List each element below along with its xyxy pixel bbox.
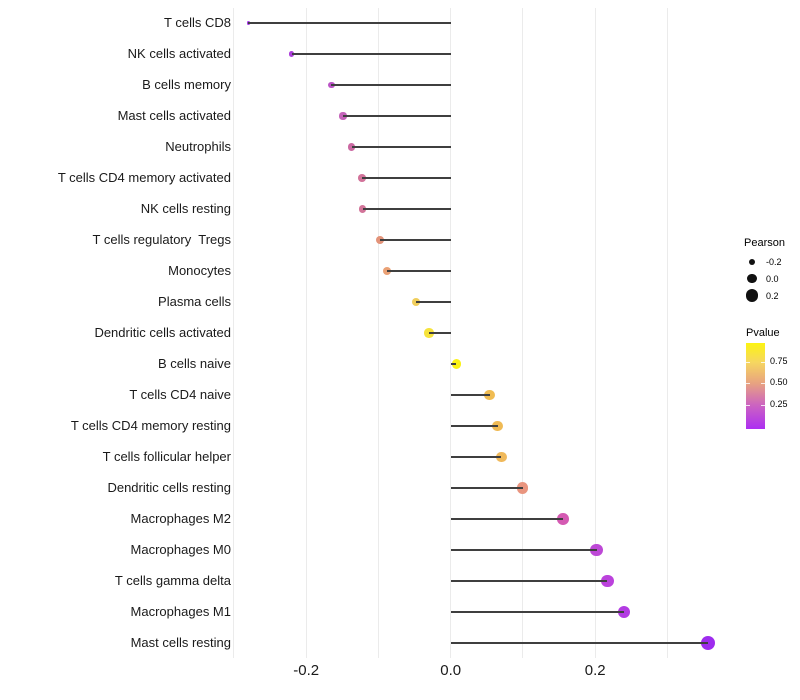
gradient-tick: [761, 404, 765, 406]
row-label: T cells gamma delta: [114, 573, 231, 588]
lollipop-segment: [387, 270, 451, 272]
size-legend-dot-cell: [744, 273, 760, 284]
row-label: Plasma cells: [158, 294, 231, 309]
size-legend-title: Pearson: [744, 237, 785, 249]
row-label: NK cells resting: [140, 201, 231, 216]
gradient-tick: [746, 404, 750, 406]
x-tick-label: 0.2: [584, 662, 606, 679]
size-legend-label: 0.0: [766, 273, 779, 284]
size-legend-entry: -0.2: [744, 253, 785, 270]
row-label: Mast cells activated: [117, 108, 231, 123]
x-gridline: [666, 8, 668, 658]
lollipop-dot: [492, 420, 503, 432]
pvalue-gradient-bar: [746, 343, 765, 429]
lollipop-dot: [411, 297, 421, 307]
gradient-label: 0.25: [770, 399, 788, 410]
size-legend-dot: [747, 273, 757, 284]
lollipop-segment: [450, 456, 502, 458]
row-label: T cells CD8: [164, 15, 231, 30]
row-label: B cells naive: [158, 356, 231, 371]
lollipop-dot: [590, 543, 603, 557]
row-label: Neutrophils: [165, 139, 231, 154]
gradient-tick: [746, 382, 750, 384]
size-legend-label: 0.2: [766, 290, 779, 301]
row-label: Mast cells resting: [130, 635, 231, 650]
row-label: Dendritic cells activated: [94, 325, 231, 340]
size-legend-entry: 0.0: [744, 270, 785, 287]
size-legend-dot: [745, 289, 759, 302]
lollipop-segment: [361, 177, 451, 179]
x-gridline: [522, 8, 524, 658]
lollipop-segment: [343, 115, 451, 117]
row-label: Macrophages M1: [130, 604, 231, 619]
color-legend-title: Pvalue: [746, 327, 780, 339]
lollipop-dot: [339, 112, 347, 120]
size-legend-entry: 0.2: [744, 287, 785, 304]
lollipop-dot: [451, 359, 462, 369]
gradient-label: 0.50: [770, 377, 788, 388]
x-tick-label: 0.0: [440, 662, 462, 679]
pvalue-gradient-wrap: 0.75 0.50 0.25: [746, 343, 788, 429]
lollipop-segment: [450, 394, 490, 396]
lollipop-segment: [450, 363, 457, 365]
lollipop-dot: [495, 451, 507, 463]
row-label: T cells follicular helper: [102, 449, 231, 464]
lollipop-segment: [450, 549, 597, 551]
row-label: Dendritic cells resting: [107, 480, 231, 495]
x-gridline: [594, 8, 596, 658]
x-gridline: [450, 8, 452, 658]
lollipop-dot: [556, 513, 569, 525]
lollipop-segment: [450, 487, 523, 489]
x-gridline: [233, 8, 235, 658]
size-legend-dot: [749, 258, 755, 265]
pearson-size-legend: Pearson -0.2 0.0 0.2: [744, 236, 785, 304]
lollipop-dot: [601, 574, 614, 588]
row-label: NK cells activated: [127, 46, 231, 61]
row-label: Macrophages M2: [130, 511, 231, 526]
lollipop-dot: [358, 205, 367, 213]
row-label: T cells CD4 memory activated: [57, 170, 231, 185]
gradient-label: 0.75: [770, 356, 788, 367]
lollipop-dot: [517, 482, 529, 494]
row-label: T cells CD4 naive: [129, 387, 231, 402]
lollipop-segment: [450, 642, 708, 644]
gradient-tick: [761, 382, 765, 384]
lollipop-segment: [331, 84, 451, 86]
row-label: T cells CD4 memory resting: [70, 418, 231, 433]
size-legend-dot-cell: [744, 258, 760, 265]
lollipop-segment: [379, 239, 451, 241]
lollipop-segment: [450, 580, 608, 582]
gradient-tick: [761, 361, 765, 363]
lollipop-dot: [358, 174, 366, 182]
lollipop-segment: [248, 22, 451, 24]
pvalue-color-legend: Pvalue 0.75 0.50 0.25: [746, 326, 788, 429]
size-legend-label: -0.2: [766, 256, 782, 267]
lollipop-dot: [375, 235, 384, 245]
lollipop-segment: [362, 208, 451, 210]
gradient-tick: [746, 361, 750, 363]
lollipop-segment: [351, 146, 451, 148]
lollipop-dot: [700, 636, 715, 650]
row-label: Monocytes: [168, 263, 231, 278]
lollipop-dot: [617, 605, 631, 619]
x-gridline: [377, 8, 379, 658]
lollipop-segment: [429, 332, 451, 334]
lollipop-segment: [291, 53, 451, 55]
lollipop-segment: [450, 611, 625, 613]
lollipop-segment: [450, 425, 498, 427]
lollipop-segment: [416, 301, 451, 303]
lollipop-dot: [288, 51, 295, 57]
lollipop-dot: [328, 81, 335, 89]
size-legend-dot-cell: [744, 289, 760, 302]
row-label: B cells memory: [142, 77, 231, 92]
row-label: Macrophages M0: [130, 542, 231, 557]
lollipop-segment: [450, 518, 563, 520]
row-label: T cells regulatory Tregs: [92, 232, 231, 247]
x-gridline: [305, 8, 307, 658]
x-tick-label: -0.2: [293, 662, 320, 679]
size-legend-entries: -0.2 0.0 0.2: [744, 253, 785, 304]
lollipop-dot: [484, 389, 495, 401]
